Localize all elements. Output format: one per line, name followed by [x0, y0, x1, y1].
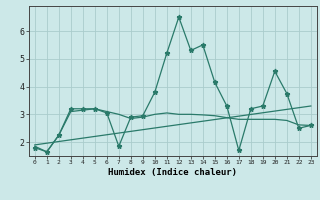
X-axis label: Humidex (Indice chaleur): Humidex (Indice chaleur)	[108, 168, 237, 177]
